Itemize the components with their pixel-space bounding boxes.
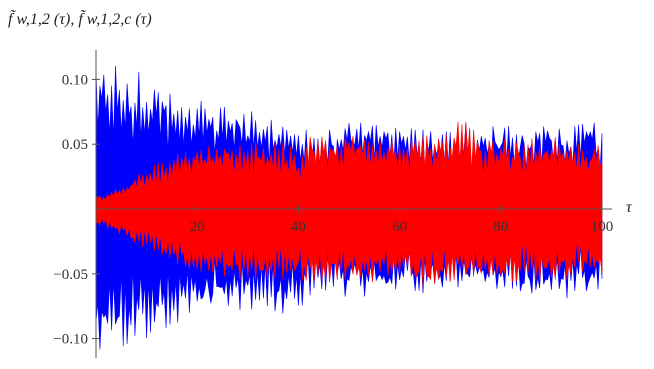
x-tick-label: 80 [493,219,508,235]
x-tick-label: 40 [291,219,306,235]
y-axis-title: f̃ w,1,2 (τ), f̃ w,1,2,c (τ) [8,10,152,28]
y-tick-label: −0.05 [53,267,88,283]
axes: 20 40 60 80 100 0.10 0.05 −0.05 −0.10 [53,50,613,358]
y-tick-label: 0.10 [62,72,88,88]
x-axis-title: τ [626,199,633,216]
y-tick-label: −0.10 [53,332,88,348]
plot-area [95,65,603,350]
series-2-band [95,121,603,287]
x-tick-label: 100 [591,219,614,235]
x-tick-label: 20 [190,219,205,235]
y-tick-label: 0.05 [62,137,88,153]
x-tick-label: 60 [392,219,407,235]
